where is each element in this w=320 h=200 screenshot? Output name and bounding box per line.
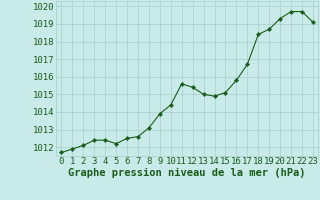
X-axis label: Graphe pression niveau de la mer (hPa): Graphe pression niveau de la mer (hPa) xyxy=(68,168,306,178)
